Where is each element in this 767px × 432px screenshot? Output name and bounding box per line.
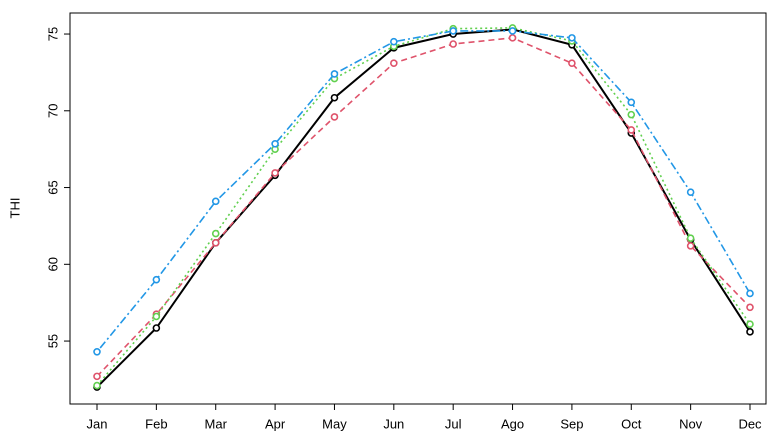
x-tick-label: Apr xyxy=(265,416,286,431)
series-line xyxy=(96,27,751,387)
point xyxy=(211,239,220,247)
point xyxy=(686,242,695,250)
point xyxy=(330,93,339,102)
series-line xyxy=(96,30,751,353)
point xyxy=(449,40,457,48)
point xyxy=(508,27,517,35)
point xyxy=(152,312,161,321)
point xyxy=(330,113,339,121)
x-tick-label: Jul xyxy=(445,416,462,431)
y-tick-label: 60 xyxy=(45,257,60,271)
point xyxy=(746,320,754,328)
point xyxy=(330,70,339,78)
x-tick-label: Feb xyxy=(145,416,167,431)
x-tick-label: Sep xyxy=(560,416,583,431)
point xyxy=(211,229,220,238)
y-tick-label: 70 xyxy=(45,104,60,118)
point xyxy=(152,324,161,332)
point xyxy=(568,34,576,42)
x-tick-label: Jun xyxy=(383,416,404,431)
series-line xyxy=(96,37,751,377)
point xyxy=(627,110,636,119)
point xyxy=(627,126,636,134)
point xyxy=(211,197,220,206)
point xyxy=(449,27,457,35)
y-tick-label: 75 xyxy=(45,27,60,41)
x-tick-label: Dec xyxy=(738,416,762,431)
series-line xyxy=(96,28,751,388)
point xyxy=(627,98,636,107)
point xyxy=(271,139,279,148)
point xyxy=(568,59,576,67)
point xyxy=(152,275,161,284)
point xyxy=(271,169,279,177)
point xyxy=(93,381,101,390)
x-tick-label: Jan xyxy=(87,416,108,431)
point xyxy=(93,372,101,381)
point xyxy=(390,59,398,67)
x-tick-label: May xyxy=(322,416,347,431)
x-tick-label: Oct xyxy=(621,416,642,431)
x-tick-label: Ago xyxy=(501,416,524,431)
y-tick-label: 65 xyxy=(45,180,60,194)
point xyxy=(508,34,517,42)
point xyxy=(686,234,695,243)
point xyxy=(746,303,754,312)
y-axis-label: THI xyxy=(7,198,22,219)
point xyxy=(390,37,398,46)
point xyxy=(686,188,695,196)
x-tick-label: Mar xyxy=(205,416,228,431)
point xyxy=(746,328,754,336)
point xyxy=(746,289,754,298)
plot-box xyxy=(69,12,767,405)
x-tick-label: Nov xyxy=(679,416,703,431)
point xyxy=(93,348,101,356)
y-tick-label: 55 xyxy=(45,334,60,348)
